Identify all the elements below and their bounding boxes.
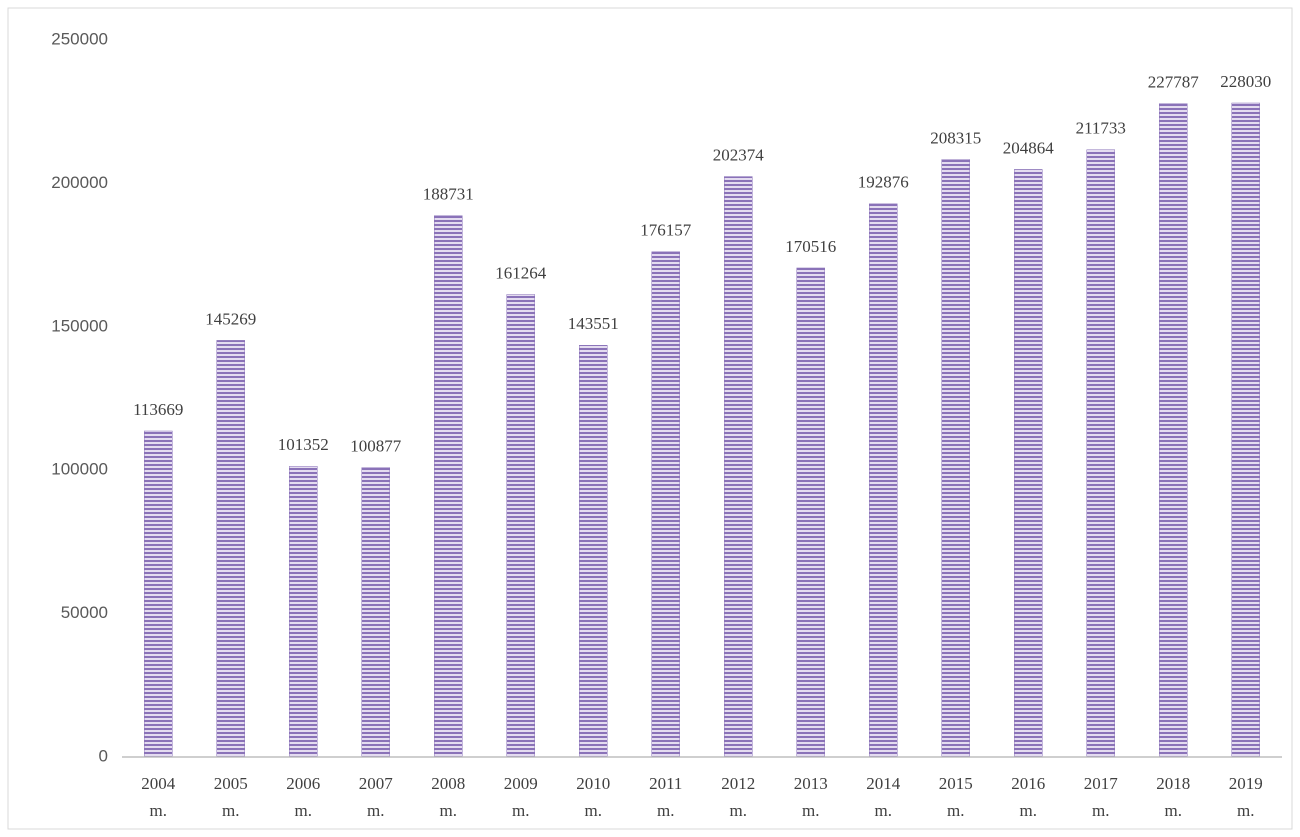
x-tick-label: 2016 m. bbox=[1011, 774, 1045, 820]
data-label: 101352 bbox=[278, 435, 329, 454]
x-tick-label: 2018 m. bbox=[1156, 774, 1190, 820]
data-label: 204864 bbox=[1003, 138, 1055, 157]
bar bbox=[1014, 169, 1043, 758]
y-tick-label: 0 bbox=[99, 746, 108, 765]
bar bbox=[724, 176, 753, 758]
bar bbox=[144, 430, 173, 758]
x-tick-label: 2010 m. bbox=[576, 774, 610, 820]
data-label: 161264 bbox=[495, 263, 547, 282]
y-tick-label: 50000 bbox=[61, 603, 108, 622]
x-tick-label: 2011 m. bbox=[649, 774, 682, 820]
y-tick-label: 150000 bbox=[51, 316, 108, 335]
data-label: 208315 bbox=[930, 128, 981, 147]
data-label: 145269 bbox=[205, 309, 256, 328]
bar bbox=[1231, 102, 1260, 758]
x-tick-label: 2013 m. bbox=[794, 774, 828, 820]
bar bbox=[361, 467, 390, 758]
x-tick-label: 2006 m. bbox=[286, 774, 320, 820]
data-label: 143551 bbox=[568, 314, 619, 333]
x-tick-label: 2009 m. bbox=[504, 774, 538, 820]
y-tick-label: 250000 bbox=[51, 29, 108, 48]
bar bbox=[1159, 103, 1188, 758]
data-label: 188731 bbox=[423, 185, 474, 204]
data-label: 202374 bbox=[713, 145, 765, 164]
bar bbox=[216, 340, 245, 758]
bar bbox=[434, 215, 463, 758]
bar bbox=[796, 267, 825, 758]
x-tick-label: 2005 m. bbox=[214, 774, 248, 820]
data-label: 176157 bbox=[640, 221, 692, 240]
data-label: 170516 bbox=[785, 237, 836, 256]
bar bbox=[289, 466, 318, 758]
x-tick-label: 2004 m. bbox=[141, 774, 176, 820]
bar bbox=[941, 159, 970, 758]
data-label: 192876 bbox=[858, 173, 909, 192]
y-tick-label: 100000 bbox=[51, 460, 108, 479]
data-label: 113669 bbox=[133, 400, 183, 419]
bar bbox=[506, 294, 535, 758]
x-tick-label: 2015 m. bbox=[939, 774, 973, 820]
x-tick-label: 2008 m. bbox=[431, 774, 465, 820]
x-tick-label: 2007 m. bbox=[359, 774, 394, 820]
bar bbox=[869, 203, 898, 758]
bar bbox=[1086, 149, 1115, 758]
y-tick-label: 200000 bbox=[51, 173, 108, 192]
bar bbox=[651, 251, 680, 758]
x-tick-label: 2019 m. bbox=[1229, 774, 1263, 820]
x-tick-label: 2012 m. bbox=[721, 774, 755, 820]
data-label: 211733 bbox=[1076, 119, 1126, 138]
data-label: 228030 bbox=[1220, 72, 1271, 91]
data-label: 227787 bbox=[1148, 73, 1200, 92]
x-tick-label: 2017 m. bbox=[1084, 774, 1119, 820]
bar bbox=[579, 345, 608, 758]
data-label: 100877 bbox=[350, 437, 402, 456]
x-tick-label: 2014 m. bbox=[866, 774, 901, 820]
